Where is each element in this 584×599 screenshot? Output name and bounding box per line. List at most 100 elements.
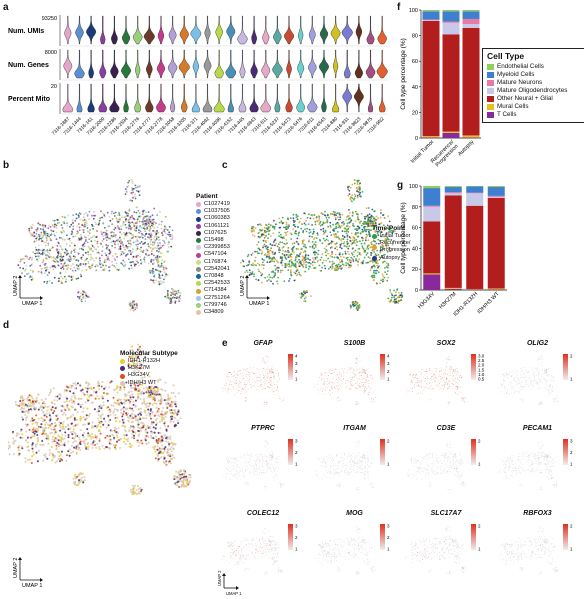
umap-point: [356, 194, 359, 197]
umap-point: [43, 267, 46, 270]
umap-point: [95, 236, 98, 238]
umap-point: [69, 225, 71, 228]
umap-point: [313, 247, 316, 250]
umap-point: [255, 382, 256, 384]
umap-point: [318, 216, 321, 218]
umap-point: [370, 266, 373, 268]
umap-point: [258, 252, 260, 255]
umap-point: [134, 193, 137, 196]
umap-point: [32, 271, 34, 273]
umap-point: [269, 376, 271, 378]
umap-point: [82, 436, 85, 439]
umap-point: [311, 264, 314, 267]
umap-point: [331, 264, 333, 267]
umap-point: [136, 235, 139, 238]
umap-point: [99, 415, 102, 418]
umap-point: [144, 356, 147, 359]
umap-point: [35, 230, 38, 233]
umap-point: [400, 299, 403, 302]
umap-point: [348, 214, 350, 217]
umap-point: [324, 210, 326, 213]
umap-point: [105, 229, 108, 232]
umap-point: [110, 234, 113, 237]
umap-point: [37, 401, 41, 405]
umap-point: [42, 400, 45, 403]
umap-point: [280, 269, 282, 272]
umap-point: [122, 433, 126, 436]
umap-point: [44, 264, 46, 266]
umap-point: [124, 218, 127, 221]
gene-color-scale: [288, 354, 293, 380]
umap-point: [387, 225, 390, 228]
umap-point: [23, 410, 26, 413]
umap-point: [144, 222, 147, 225]
umap-point: [77, 397, 81, 400]
umap-point: [157, 265, 160, 268]
umap-point: [300, 274, 302, 277]
umap-point: [349, 367, 350, 369]
umap-point: [312, 251, 315, 254]
umap-point: [96, 425, 99, 428]
umap-point: [73, 437, 76, 440]
umap-point: [82, 263, 85, 265]
umap-point: [141, 210, 144, 212]
umap-point: [80, 479, 83, 483]
umap-point: [103, 226, 106, 229]
umap-point: [177, 422, 180, 425]
umap-point: [350, 196, 352, 198]
umap-point: [158, 448, 161, 451]
umap-point: [296, 237, 299, 240]
umap-point: [273, 384, 275, 385]
umap-point: [107, 257, 110, 260]
umap-point: [229, 384, 231, 385]
umap-point: [70, 395, 73, 398]
umap-point: [33, 428, 36, 431]
umap-point: [77, 448, 80, 451]
umap-point: [150, 395, 153, 398]
umap-point: [25, 430, 28, 433]
umap-point: [345, 225, 348, 228]
umap-point: [34, 421, 37, 424]
umap-point: [150, 236, 152, 238]
umap-point: [301, 255, 304, 257]
umap-point: [232, 380, 234, 382]
umap-point: [378, 229, 381, 232]
umap-point: [131, 433, 134, 436]
umap-point: [83, 393, 86, 396]
umap-point: [104, 386, 107, 389]
umap-point: [131, 345, 134, 348]
umap-point: [60, 404, 63, 407]
umap-point: [75, 259, 78, 262]
umap-point: [125, 226, 128, 229]
umap-point: [357, 260, 359, 263]
umap-point: [162, 281, 165, 284]
umap-point: [362, 223, 365, 226]
umap-point: [171, 297, 174, 299]
umap-point: [323, 231, 326, 234]
umap-point: [81, 229, 84, 232]
umap-point: [359, 367, 360, 369]
umap-point: [305, 258, 307, 260]
umap-point: [355, 307, 358, 310]
umap-point: [128, 249, 130, 252]
umap-point: [56, 245, 59, 247]
umap-point: [51, 247, 53, 250]
umap-point: [98, 420, 101, 423]
umap-point: [45, 427, 48, 430]
umap-point: [259, 376, 261, 378]
umap-point: [108, 446, 111, 450]
umap-point: [144, 224, 146, 226]
umap-point: [122, 252, 125, 255]
umap-point: [131, 420, 134, 423]
umap-point: [8, 446, 12, 449]
umap-point: [160, 398, 163, 401]
patient-legend-swatch: [196, 209, 201, 215]
patient-legend-swatch: [196, 259, 201, 265]
violin-shape: [170, 83, 176, 113]
umap-point: [156, 256, 159, 258]
violin-shape: [308, 15, 316, 45]
umap-point: [385, 244, 387, 247]
umap-point: [69, 244, 71, 247]
umap-point: [266, 368, 267, 370]
umap-point: [69, 267, 72, 270]
